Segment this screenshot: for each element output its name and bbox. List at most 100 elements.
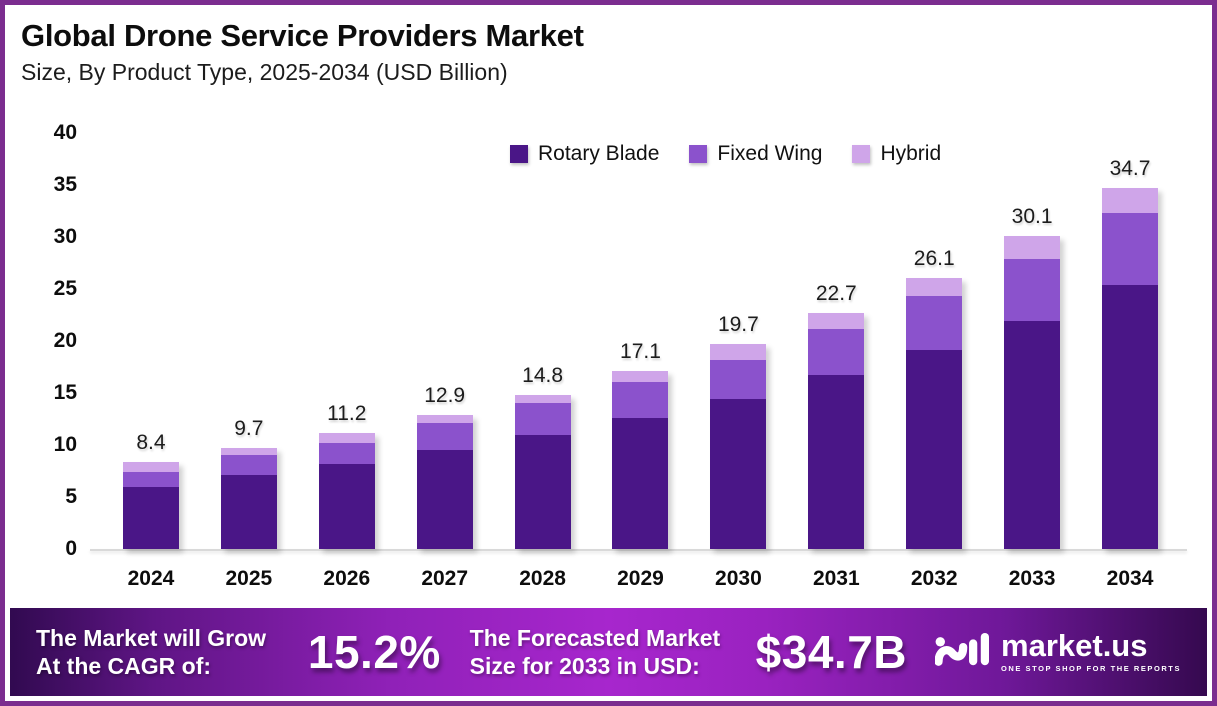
bar-total-label: 9.7 xyxy=(234,417,264,441)
bar-total-label: 8.4 xyxy=(136,430,166,454)
x-axis-label: 2025 xyxy=(225,567,273,590)
legend-swatch-icon xyxy=(510,145,528,163)
bar-segment-fixed-wing xyxy=(318,442,375,464)
brand-tagline: ONE STOP SHOP FOR THE REPORTS xyxy=(1001,664,1181,673)
bar-segment-rotary-blade xyxy=(416,450,473,549)
bar-segment-hybrid xyxy=(514,395,571,404)
bar-segment-hybrid xyxy=(612,371,669,382)
bar-segment-fixed-wing xyxy=(710,359,767,400)
bar-total-label: 11.2 xyxy=(327,401,367,425)
x-axis-label: 2029 xyxy=(617,567,664,590)
bar-stack xyxy=(318,432,375,549)
brand-name: market.us xyxy=(1001,628,1148,663)
bar-total-label: 12.9 xyxy=(424,383,466,407)
brand-logo: market.us ONE STOP SHOP FOR THE REPORTS xyxy=(934,628,1181,675)
y-axis-tick: 30 xyxy=(53,225,77,248)
bar-group: 30.1 xyxy=(983,133,1081,549)
bar-total-label: 22.7 xyxy=(815,281,857,305)
bar-segment-hybrid xyxy=(220,448,277,456)
legend-label: Hybrid xyxy=(880,142,942,165)
bar-segment-hybrid xyxy=(710,344,767,360)
x-axis-label: 2032 xyxy=(910,567,958,590)
legend-swatch-icon xyxy=(689,145,708,163)
bar-segment-fixed-wing xyxy=(612,381,669,418)
bar-segment-fixed-wing xyxy=(220,455,277,476)
header: Global Drone Service Providers Market Si… xyxy=(5,5,1212,86)
brand-text: market.us ONE STOP SHOP FOR THE REPORTS xyxy=(1001,628,1181,673)
bar-segment-hybrid xyxy=(1102,188,1159,214)
bar-stack xyxy=(220,448,277,549)
bar-segment-hybrid xyxy=(122,461,179,473)
page-title: Global Drone Service Providers Market xyxy=(21,18,584,53)
bar-segment-rotary-blade xyxy=(220,475,277,549)
bar-total-label: 19.7 xyxy=(717,313,759,337)
bar-segment-fixed-wing xyxy=(122,472,179,487)
y-axis-tick: 10 xyxy=(53,433,77,456)
bar-segment-fixed-wing xyxy=(906,296,963,351)
page-subtitle: Size, By Product Type, 2025-2034 (USD Bi… xyxy=(21,59,508,85)
bar-segment-rotary-blade xyxy=(122,486,179,549)
x-axis-label: 2028 xyxy=(519,567,566,590)
bar-segment-hybrid xyxy=(1004,235,1061,259)
bar-group: 9.7 xyxy=(200,133,298,549)
bar-segment-fixed-wing xyxy=(514,403,571,435)
bar-segment-rotary-blade xyxy=(906,350,963,549)
bar-segment-fixed-wing xyxy=(1102,213,1159,285)
x-axis-line xyxy=(90,549,1187,551)
bar-group: 11.2 xyxy=(298,133,396,549)
bar-total-label: 17.1 xyxy=(620,340,661,364)
bar-segment-hybrid xyxy=(906,277,963,297)
forecast-value: $34.7B xyxy=(755,626,908,678)
y-axis-tick: 20 xyxy=(53,329,77,352)
x-axis-label: 2027 xyxy=(421,567,469,590)
bar-group: 14.8 xyxy=(494,133,592,549)
bar-segment-hybrid xyxy=(318,432,375,443)
bar-stack xyxy=(710,344,767,549)
y-axis-tick: 5 xyxy=(65,485,77,508)
bar-stack xyxy=(416,414,473,549)
forecast-label: The Forecasted Market Size for 2033 in U… xyxy=(469,625,721,679)
x-axis: 2024 2025 2026 2027 2028 2029 2030 2031 2032 2033… xyxy=(102,567,1179,591)
bar-total-label: 26.1 xyxy=(913,246,955,270)
y-axis-tick: 15 xyxy=(53,381,77,404)
bar-total-label: 14.8 xyxy=(522,364,564,388)
bar-stack xyxy=(612,371,669,549)
x-axis-label: 2030 xyxy=(715,567,762,590)
bar-stack xyxy=(1102,188,1159,549)
legend-item-rotary-blade: Rotary Blade xyxy=(510,142,659,166)
bar-segment-fixed-wing xyxy=(1004,258,1061,322)
bar-segment-rotary-blade xyxy=(1102,284,1159,549)
stacked-bar-chart: Rotary Blade Fixed Wing Hybrid 0 5 10 15 20 25 3… xyxy=(5,117,1212,597)
plot-area: 8.4 9.7 11.2 12.9 14.8 17.1 19.7 22.7 26.1 30.1 34… xyxy=(102,133,1179,549)
y-axis-tick: 0 xyxy=(65,537,77,560)
market-us-icon xyxy=(934,630,990,675)
cagr-label: The Market will Grow At the CAGR of: xyxy=(36,625,267,679)
x-axis-label: 2033 xyxy=(1008,567,1056,590)
bar-segment-hybrid xyxy=(416,414,473,424)
y-axis-tick: 35 xyxy=(53,173,77,196)
bar-group: 8.4 xyxy=(102,133,200,549)
bar-segment-rotary-blade xyxy=(808,375,865,549)
bar-total-label: 34.7 xyxy=(1109,157,1151,181)
bar-stack xyxy=(808,312,865,549)
legend-item-hybrid: Hybrid xyxy=(852,142,941,166)
bar-group: 12.9 xyxy=(396,133,494,549)
legend-label: Fixed Wing xyxy=(717,142,823,165)
legend-item-fixed-wing: Fixed Wing xyxy=(689,142,822,166)
bar-stack xyxy=(906,277,963,549)
bar-segment-rotary-blade xyxy=(612,417,669,549)
bar-segment-fixed-wing xyxy=(416,423,473,451)
bar-group: 19.7 xyxy=(689,133,787,549)
cagr-value: 15.2% xyxy=(307,626,441,678)
y-axis-tick: 25 xyxy=(53,277,77,300)
bar-segment-rotary-blade xyxy=(514,434,571,549)
bar-stack xyxy=(514,395,571,549)
legend-label: Rotary Blade xyxy=(538,142,660,165)
bar-segment-rotary-blade xyxy=(318,463,375,549)
bar-stack xyxy=(122,461,179,549)
bar-stack xyxy=(1004,235,1061,549)
bar-segment-rotary-blade xyxy=(710,399,767,549)
x-axis-label: 2024 xyxy=(127,567,175,590)
bar-total-label: 30.1 xyxy=(1011,204,1053,228)
